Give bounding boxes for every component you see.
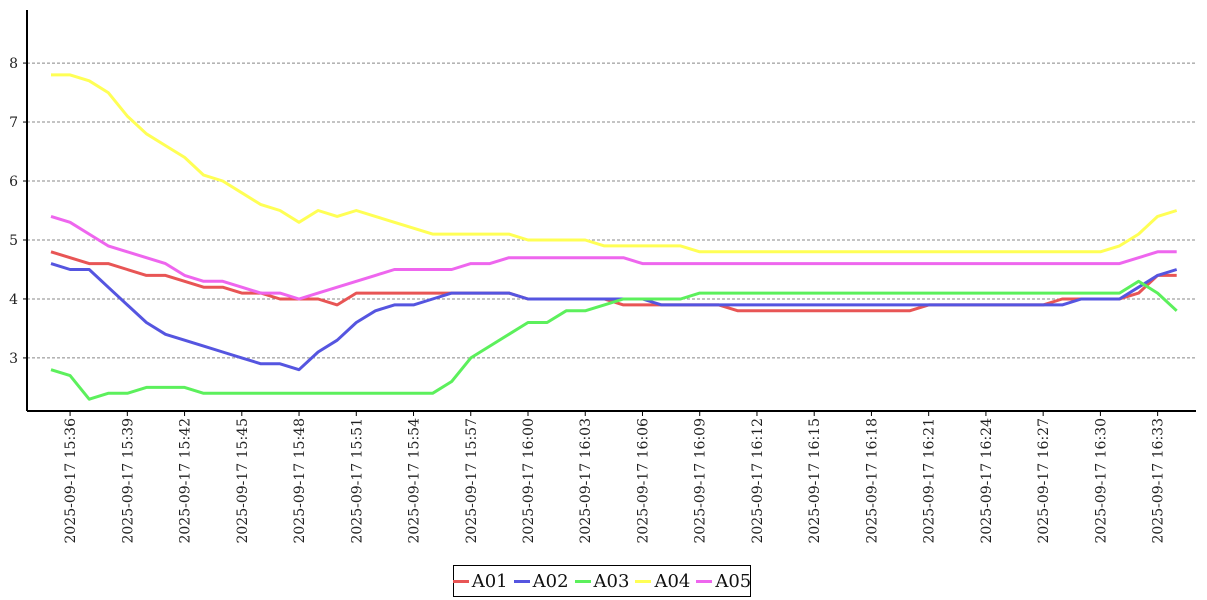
x-tick-label: 2025-09-17 16:18 bbox=[864, 418, 880, 544]
series-line-a03 bbox=[50, 279, 1178, 401]
x-tick-label: 2025-09-17 16:30 bbox=[1093, 418, 1109, 544]
series-line-a05 bbox=[50, 214, 1177, 301]
legend-label: A02 bbox=[532, 570, 569, 592]
x-tick-label: 2025-09-17 16:24 bbox=[979, 418, 995, 544]
y-tick-label: 8 bbox=[9, 56, 18, 72]
x-tick-label: 2025-09-17 15:42 bbox=[178, 418, 194, 544]
legend-swatch bbox=[696, 579, 713, 583]
series-line-a02 bbox=[50, 262, 1178, 372]
series-line-a04 bbox=[51, 73, 1178, 254]
x-tick-label: 2025-09-17 16:21 bbox=[922, 418, 938, 544]
x-tick-label: 2025-09-17 15:57 bbox=[464, 418, 480, 544]
x-tick-label: 2025-09-17 16:15 bbox=[807, 418, 823, 544]
legend-item-a01: A01 bbox=[452, 570, 508, 592]
y-axis-ticks: 3 4 5 6 7 8 bbox=[9, 56, 27, 367]
legend-swatch bbox=[574, 579, 591, 583]
x-tick-label: 2025-09-17 15:51 bbox=[349, 418, 365, 544]
legend-label: A04 bbox=[654, 570, 691, 592]
legend-swatch bbox=[635, 579, 652, 583]
x-tick-label: 2025-09-17 15:54 bbox=[407, 418, 423, 544]
x-tick-label: 2025-09-17 15:36 bbox=[63, 418, 79, 544]
legend-swatch bbox=[513, 579, 530, 583]
x-tick-label: 2025-09-17 16:33 bbox=[1151, 418, 1167, 544]
legend-label: A03 bbox=[593, 570, 630, 592]
x-tick-label: 2025-09-17 16:12 bbox=[750, 418, 766, 544]
x-axis-ticks: 2025-09-17 15:36 2025-09-17 15:39 2025-09-… bbox=[63, 411, 1167, 544]
x-tick-label: 2025-09-17 16:00 bbox=[521, 418, 537, 544]
x-tick-label: 2025-09-17 16:06 bbox=[635, 418, 651, 544]
legend-label: A05 bbox=[715, 570, 752, 592]
x-tick-label: 2025-09-17 16:09 bbox=[693, 418, 709, 544]
x-tick-label: 2025-09-17 16:27 bbox=[1036, 418, 1052, 544]
y-tick-label: 6 bbox=[9, 174, 18, 190]
chart-legend: A01 A02 A03 A04 A05 bbox=[452, 565, 751, 597]
grid-lines bbox=[27, 62, 1196, 359]
y-tick-label: 7 bbox=[9, 115, 18, 131]
legend-item-a03: A03 bbox=[574, 570, 630, 592]
legend-item-a04: A04 bbox=[635, 571, 690, 592]
legend-label: A01 bbox=[471, 570, 508, 592]
x-tick-label: 2025-09-17 15:48 bbox=[292, 418, 308, 544]
legend-item-a05: A05 bbox=[696, 571, 751, 592]
y-tick-label: 5 bbox=[9, 233, 18, 249]
x-tick-label: 2025-09-17 15:45 bbox=[235, 418, 251, 544]
y-tick-label: 4 bbox=[9, 292, 18, 308]
x-tick-label: 2025-09-17 16:03 bbox=[578, 418, 594, 544]
x-tick-label: 2025-09-17 15:39 bbox=[120, 418, 136, 544]
y-tick-label: 3 bbox=[9, 351, 18, 367]
legend-swatch bbox=[452, 579, 469, 583]
legend-item-a02: A02 bbox=[513, 570, 569, 592]
chart-axes bbox=[26, 10, 1196, 412]
series-lines bbox=[50, 73, 1178, 401]
